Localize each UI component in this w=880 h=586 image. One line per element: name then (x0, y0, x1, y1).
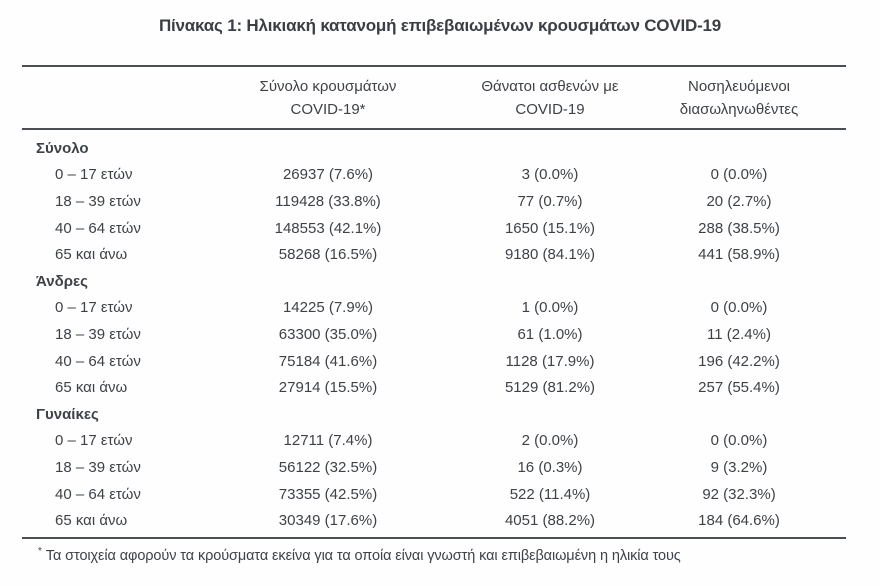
cell-cases: 56122 (32.5%) (278, 458, 378, 476)
table-row: 65 και άνω 27914 (15.5%) 5129 (81.2%) 25… (22, 374, 846, 401)
table-row: 65 και άνω 30349 (17.6%) 4051 (88.2%) 18… (22, 507, 846, 534)
cell-deaths: 9180 (84.1%) (504, 246, 596, 264)
cell-deaths: 1128 (17.9%) (505, 352, 595, 370)
age-group-label: 18 – 39 ετών (55, 192, 141, 210)
footnote-text: Τα στοιχεία αφορούν τα κρούσματα εκείνα … (45, 547, 681, 564)
cell-intubated: 0 (0.0%) (710, 299, 768, 317)
age-group-label: 65 και άνω (55, 512, 128, 530)
section-label: Γυναίκες (36, 405, 99, 423)
header-cell-intubated: Νοσηλευόμενοι διασωληνωθέντες (662, 75, 846, 121)
cell-cases: 12711 (7.4%) (283, 432, 373, 450)
cell-deaths: 4051 (88.2%) (504, 512, 596, 530)
cell-intubated: 0 (0.0%) (710, 432, 768, 450)
age-group-label: 40 – 64 ετών (55, 485, 141, 503)
cell-cases: 119428 (33.8%) (275, 192, 381, 210)
header-cell-total-cases: Σύνολο κρουσμάτων COVID-19* (218, 75, 438, 121)
cell-cases: 27914 (15.5%) (278, 379, 378, 397)
age-group-label: 40 – 64 ετών (55, 219, 141, 237)
header-line: Θάνατοι ασθενών με (481, 77, 619, 95)
age-group-label: 65 και άνω (55, 379, 128, 397)
header-line: Νοσηλευόμενοι (687, 77, 790, 95)
table-header-row: Σύνολο κρουσμάτων COVID-19* Θάνατοι ασθε… (22, 65, 846, 130)
table-row: 0 – 17 ετών 26937 (7.6%) 3 (0.0%) 0 (0.0… (22, 162, 846, 189)
cell-intubated: 288 (38.5%) (698, 219, 780, 237)
table-row: 65 και άνω 58268 (16.5%) 9180 (84.1%) 44… (22, 241, 846, 268)
table-row: 18 – 39 ετών 56122 (32.5%) 16 (0.3%) 9 (… (22, 454, 846, 481)
cell-intubated: 441 (58.9%) (698, 246, 780, 264)
cell-intubated: 257 (55.4%) (698, 379, 780, 397)
cell-cases: 58268 (16.5%) (278, 246, 378, 264)
age-group-label: 0 – 17 ετών (55, 166, 133, 184)
table-row: 18 – 39 ετών 119428 (33.8%) 77 (0.7%) 20… (22, 188, 846, 215)
section-header-total: Σύνολο (22, 135, 846, 162)
cell-cases: 148553 (42.1%) (274, 219, 382, 237)
cell-intubated: 184 (64.6%) (698, 512, 780, 530)
header-line: διασωληνωθέντες (679, 100, 799, 118)
cell-deaths: 2 (0.0%) (521, 432, 579, 450)
cell-cases: 26937 (7.6%) (282, 166, 374, 184)
section-header-women: Γυναίκες (22, 401, 846, 428)
table-row: 0 – 17 ετών 14225 (7.9%) 1 (0.0%) 0 (0.0… (22, 295, 846, 322)
cell-cases: 75184 (41.6%) (278, 352, 378, 370)
header-line: Σύνολο κρουσμάτων (259, 77, 397, 95)
cell-intubated: 196 (42.2%) (698, 352, 780, 370)
cell-cases: 63300 (35.0%) (278, 325, 378, 343)
table-row: 40 – 64 ετών 148553 (42.1%) 1650 (15.1%)… (22, 215, 846, 242)
age-group-label: 40 – 64 ετών (55, 352, 141, 370)
cell-intubated: 0 (0.0%) (710, 166, 768, 184)
cell-deaths: 5129 (81.2%) (504, 379, 596, 397)
table-row: 18 – 39 ετών 63300 (35.0%) 61 (1.0%) 11 … (22, 321, 846, 348)
table-row: 0 – 17 ετών 12711 (7.4%) 2 (0.0%) 0 (0.0… (22, 428, 846, 455)
section-header-men: Άνδρες (22, 268, 846, 295)
section-label: Σύνολο (36, 139, 89, 157)
cell-intubated: 92 (32.3%) (702, 485, 776, 503)
age-group-label: 18 – 39 ετών (55, 458, 141, 476)
cell-deaths: 522 (11.4%) (509, 485, 591, 503)
table-footnote: * Τα στοιχεία αφορούν τα κρούσματα εκείνα… (38, 546, 846, 564)
age-group-label: 0 – 17 ετών (55, 432, 133, 450)
cell-deaths: 1 (0.0%) (521, 299, 579, 317)
covid-age-distribution-table: Σύνολο κρουσμάτων COVID-19* Θάνατοι ασθε… (22, 65, 846, 564)
cell-deaths: 77 (0.7%) (517, 192, 583, 210)
header-line: COVID-19* (290, 100, 366, 118)
cell-cases: 30349 (17.6%) (278, 512, 378, 530)
cell-deaths: 1650 (15.1%) (504, 219, 596, 237)
cell-deaths: 61 (1.0%) (517, 325, 583, 343)
age-group-label: 18 – 39 ετών (55, 325, 141, 343)
table-title: Πίνακας 1: Ηλικιακή κατανομή επιβεβαιωμέ… (158, 16, 722, 35)
table-row: 40 – 64 ετών 73355 (42.5%) 522 (11.4%) 9… (22, 481, 846, 508)
table-body: Σύνολο 0 – 17 ετών 26937 (7.6%) 3 (0.0%)… (22, 130, 846, 539)
cell-cases: 73355 (42.5%) (278, 485, 378, 503)
header-line: COVID-19 (515, 100, 585, 118)
cell-intubated: 20 (2.7%) (706, 192, 772, 210)
age-group-label: 65 και άνω (55, 246, 128, 264)
header-cell-deaths: Θάνατοι ασθενών με COVID-19 (438, 75, 662, 121)
table-row: 40 – 64 ετών 75184 (41.6%) 1128 (17.9%) … (22, 348, 846, 375)
age-group-label: 0 – 17 ετών (55, 299, 133, 317)
cell-intubated: 9 (3.2%) (710, 458, 768, 476)
cell-intubated: 11 (2.4%) (707, 325, 771, 343)
section-label: Άνδρες (36, 272, 88, 290)
footnote-asterisk: * (38, 545, 42, 557)
cell-deaths: 16 (0.3%) (517, 458, 583, 476)
cell-deaths: 3 (0.0%) (521, 166, 579, 184)
cell-cases: 14225 (7.9%) (282, 299, 374, 317)
